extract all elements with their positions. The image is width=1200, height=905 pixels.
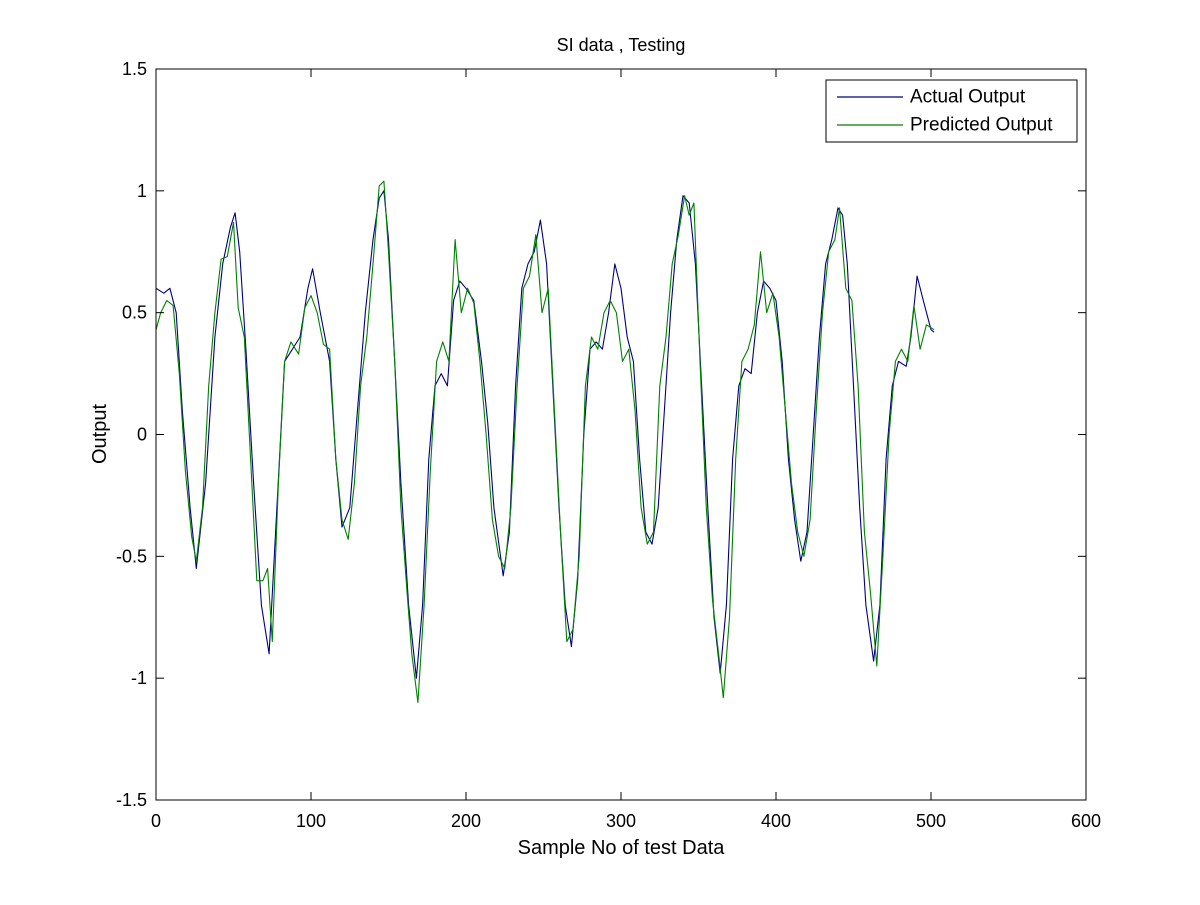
series-layer [155,180,935,704]
x-tick-label: 100 [296,811,326,831]
y-tick-label: 1.5 [122,59,147,79]
y-axis-label: Output [89,404,111,464]
legend: Actual Output Predicted Output [825,79,1078,143]
y-tick-label: 0 [137,425,147,445]
y-tick-label: -1.5 [116,790,147,810]
y-tick-label: 0.5 [122,303,147,323]
series-line-predicted-output [155,180,935,704]
plot-area-frame [155,68,1087,801]
y-tick-label: -0.5 [116,546,147,566]
x-tick-label: 500 [916,811,946,831]
chart-title: SI data , Testing [557,35,686,55]
y-tick-label: 1 [137,181,147,201]
x-tick-label: 300 [606,811,636,831]
series-line-actual-output [155,190,935,679]
y-tick-label: -1 [131,668,147,688]
axis-ticks: 0 100 200 300 400 500 600 -1.5 -1 -0.5 0 0.5 1 1.5 [116,59,1101,831]
x-tick-label: 400 [761,811,791,831]
x-axis-label: Sample No of test Data [518,837,726,859]
x-tick-label: 0 [151,811,161,831]
legend-label-predicted-output: Predicted Output [910,115,1053,136]
x-tick-label: 600 [1071,811,1101,831]
x-tick-label: 200 [451,811,481,831]
legend-label-actual-output: Actual Output [910,87,1026,108]
legend-box [825,79,1078,143]
